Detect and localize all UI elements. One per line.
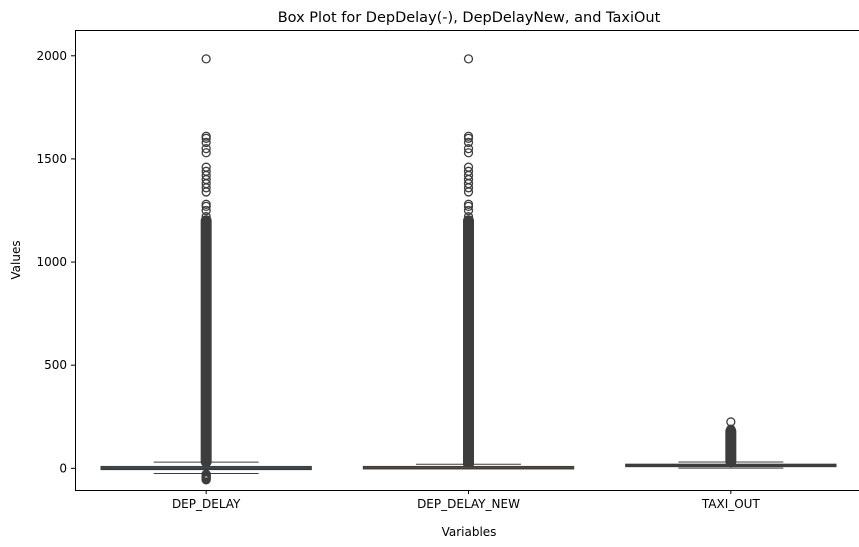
- outlier-point: [463, 143, 474, 154]
- outlier-point: [201, 143, 211, 154]
- outlier-point: [201, 475, 211, 485]
- outlier-point: [463, 187, 474, 197]
- outlier-point: [201, 133, 211, 143]
- outlier-point: [201, 216, 211, 226]
- outlier-point: [201, 148, 211, 158]
- outlier-point: [201, 205, 211, 216]
- outlier-point: [726, 426, 736, 436]
- box-taxi-out: [625, 417, 837, 469]
- outlier-point: [463, 54, 474, 64]
- outlier-point: [463, 212, 474, 222]
- outlier-point: [463, 205, 474, 216]
- y-axis: 0 500 1000 1500 2000: [36, 49, 75, 475]
- y-tick-label: 2000: [36, 49, 67, 63]
- box-dep-delay-new: [362, 54, 575, 470]
- outlier-point: [201, 137, 211, 148]
- outlier-point: [463, 148, 474, 158]
- outlier-point: [201, 212, 211, 222]
- outlier-point: [463, 201, 474, 212]
- outlier-point: [201, 54, 211, 64]
- outlier-point: [463, 183, 474, 193]
- x-axis-label: Variables: [442, 525, 497, 539]
- outlier-point: [463, 133, 474, 143]
- y-axis-label: Values: [9, 240, 23, 279]
- x-tick-label: TAXI_OUT: [701, 497, 761, 511]
- x-tick-label: DEP_DELAY: [172, 497, 241, 511]
- x-axis: DEP_DELAY DEP_DELAY_NEW TAXI_OUT: [172, 490, 761, 511]
- y-tick-label: 500: [44, 358, 67, 372]
- outlier-point: [201, 187, 211, 197]
- outlier-point: [201, 183, 211, 193]
- outlier-point: [463, 216, 474, 226]
- plot-area: [100, 54, 837, 485]
- y-tick-label: 1000: [36, 255, 67, 269]
- chart-title: Box Plot for DepDelay(-), DepDelayNew, a…: [278, 10, 661, 26]
- box-dep-delay: [100, 54, 312, 485]
- x-tick-label: DEP_DELAY_NEW: [417, 497, 520, 511]
- outlier-point: [463, 137, 474, 148]
- y-tick-label: 1500: [36, 152, 67, 166]
- y-tick-label: 0: [59, 461, 67, 475]
- outlier-point: [201, 201, 211, 212]
